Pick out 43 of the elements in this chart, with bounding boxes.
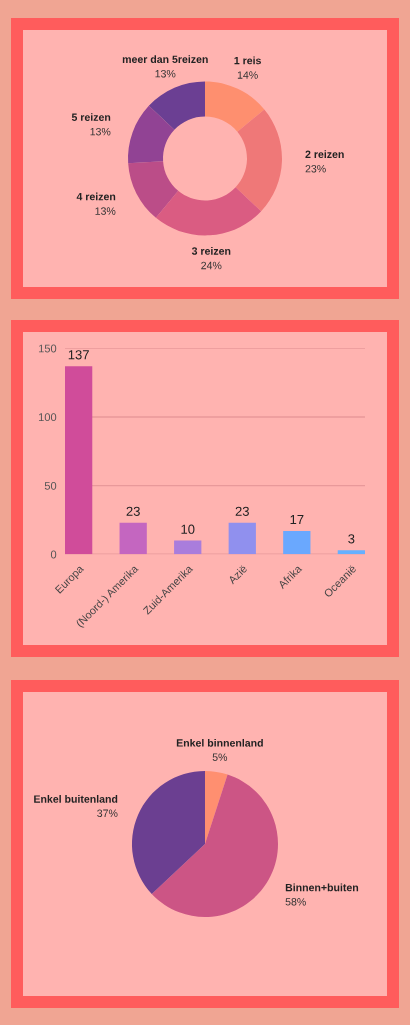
data-label: 58%	[285, 898, 306, 906]
donut-slice	[155, 187, 262, 236]
data-label: 37%	[97, 809, 118, 817]
slice-label: Enkel binnenland	[176, 738, 263, 747]
data-label: 24%	[201, 261, 222, 270]
donut-slice	[148, 81, 205, 130]
slice-label: meer dan 5reizen	[122, 55, 208, 64]
y-tick-label: 0	[50, 550, 57, 559]
pie-slice	[151, 774, 278, 917]
slice-label: 3 reizen	[191, 247, 231, 255]
data-label: 14%	[237, 71, 258, 79]
bar	[119, 522, 147, 555]
data-label: 23	[235, 506, 249, 516]
data-label: 3	[348, 534, 355, 544]
donut-slice	[205, 81, 265, 132]
data-label: 23%	[305, 165, 326, 173]
donut-slice	[128, 105, 175, 164]
slice-label: 1 reis	[234, 56, 261, 65]
donut-slice	[235, 109, 282, 212]
data-label: 137	[68, 350, 89, 360]
slice-label: 5 reizen	[71, 113, 111, 121]
slice-label: Binnen+buiten	[285, 883, 359, 892]
data-label: 5%	[212, 753, 228, 761]
data-label: 17	[290, 515, 304, 525]
pie-slice	[132, 771, 205, 894]
data-label: 13%	[155, 69, 176, 78]
bar	[283, 530, 311, 555]
pie-slice	[205, 771, 228, 844]
slice-label: Enkel buitenland	[34, 795, 118, 803]
bar	[65, 366, 93, 555]
bar	[337, 550, 365, 555]
data-label: 23	[126, 506, 140, 516]
slice-label: 2 reizen	[305, 150, 344, 159]
data-label: 13%	[95, 207, 116, 215]
data-label: 13%	[90, 127, 111, 136]
bar	[228, 522, 256, 555]
bar	[174, 540, 202, 555]
slice-label: 4 reizen	[76, 192, 116, 201]
y-tick-label: 50	[44, 481, 57, 490]
y-tick-label: 150	[38, 344, 57, 353]
donut-slice	[128, 161, 179, 218]
data-label: 10	[181, 524, 195, 534]
y-tick-label: 100	[38, 413, 57, 422]
